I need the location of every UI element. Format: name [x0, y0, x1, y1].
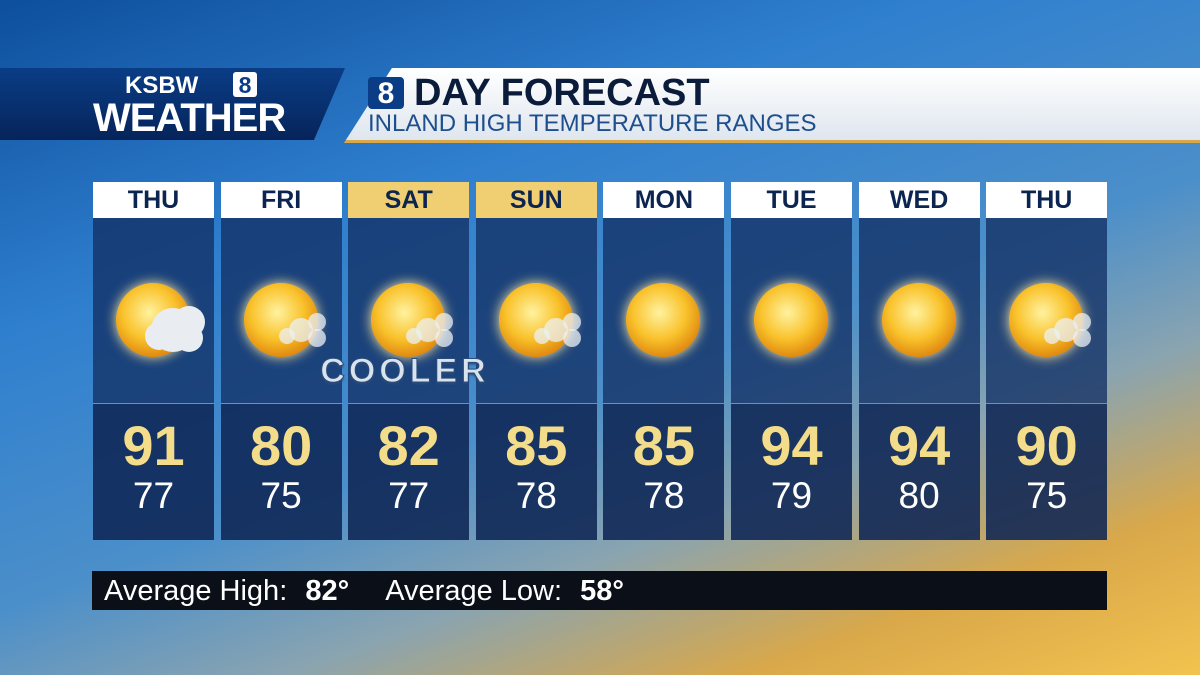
icon-panel: [93, 218, 214, 404]
subtitle: INLAND HIGH TEMPERATURE RANGES: [368, 110, 817, 137]
temperatures: 85 78: [603, 404, 725, 540]
cloud: [175, 324, 203, 352]
avg-low-label: Average Low:: [385, 575, 563, 607]
cloud: [406, 328, 423, 344]
day-name: MON: [603, 182, 725, 218]
avg-high: 82°: [305, 575, 350, 607]
icon-panel: [603, 218, 725, 404]
weather-icon: [371, 283, 454, 357]
sun: [754, 283, 828, 357]
low-temp: 80: [898, 475, 940, 516]
cloud: [562, 313, 581, 331]
day-column: MON 85 78: [603, 182, 725, 540]
high-temp: 94: [887, 414, 951, 477]
icon-panel: [220, 218, 342, 404]
day-column: SUN 85 78: [475, 182, 597, 540]
day-column: SAT 82 77: [348, 182, 470, 540]
temperatures: 90 75: [986, 404, 1108, 540]
day-name: WED: [858, 182, 980, 218]
day-name: SAT: [348, 182, 470, 218]
cloud: [562, 329, 581, 347]
weather-icon: [243, 283, 326, 357]
temperatures: 82 77: [348, 404, 470, 540]
footer: Average High: 82° Average Low: 58°: [92, 571, 1107, 610]
cloud: [1044, 328, 1061, 344]
weather-icon: [498, 283, 581, 357]
day-column: FRI 80 75: [220, 182, 342, 540]
low-temp: 79: [770, 475, 813, 516]
low-temp: 77: [132, 475, 175, 516]
high-temp: 85: [632, 414, 696, 477]
cloud: [307, 313, 326, 331]
weather-icon: [754, 283, 828, 357]
day-column: WED 94 80: [858, 182, 980, 540]
annotation: COOLER: [320, 352, 490, 391]
high-temp: 82: [377, 414, 440, 477]
icon-panel: [475, 218, 597, 404]
day-name: SUN: [475, 182, 597, 218]
temperatures: 85 78: [475, 404, 597, 540]
day-name: THU: [986, 182, 1108, 218]
day-name: TUE: [731, 182, 852, 218]
logo: KSBW 8 WEATHER: [0, 68, 345, 140]
low-temp: 78: [643, 475, 685, 516]
day-column: TUE 94 79: [731, 182, 852, 540]
low-temp: 75: [260, 475, 302, 516]
cloud: [435, 313, 454, 331]
low-temp: 77: [388, 475, 430, 516]
banner: [343, 68, 1200, 143]
day-column: THU 91 77: [93, 182, 214, 540]
day-column: THU 90 75: [986, 182, 1108, 540]
cloud: [1073, 329, 1092, 347]
weather-icon: [626, 283, 701, 357]
high-temp: 90: [1015, 414, 1078, 477]
cloud: [435, 329, 454, 347]
high-temp: 94: [760, 414, 823, 477]
logo-label: WEATHER: [93, 96, 286, 140]
day-name: THU: [93, 182, 214, 218]
high-temp: 91: [122, 414, 185, 477]
sun: [626, 283, 701, 357]
title: DAY FORECAST: [414, 72, 710, 114]
high-temp: 80: [249, 414, 313, 477]
temperatures: 91 77: [93, 404, 214, 540]
avg-low: 58°: [580, 575, 624, 607]
temperatures: 94 80: [858, 404, 980, 540]
icon-panel: [731, 218, 852, 404]
day-name: FRI: [220, 182, 342, 218]
low-temp: 75: [1026, 475, 1068, 516]
cloud: [1073, 313, 1092, 331]
channel: 8: [233, 72, 257, 98]
weather-icon: [1009, 283, 1092, 357]
temperatures: 80 75: [220, 404, 342, 540]
station: KSBW: [125, 72, 199, 99]
title-channel: 8: [368, 77, 404, 110]
weather-icon: [116, 283, 205, 357]
avg-high-label: Average High:: [104, 575, 288, 607]
icon-panel: [986, 218, 1108, 404]
sun: [881, 283, 956, 357]
cloud: [533, 328, 550, 344]
temperatures: 94 79: [731, 404, 852, 540]
icon-panel: [348, 218, 470, 404]
weather-icon: [881, 283, 956, 357]
cloud: [307, 329, 326, 347]
icon-panel: [858, 218, 980, 404]
high-temp: 85: [505, 414, 568, 477]
cloud: [145, 322, 173, 350]
cloud: [278, 328, 295, 344]
low-temp: 78: [515, 475, 557, 516]
